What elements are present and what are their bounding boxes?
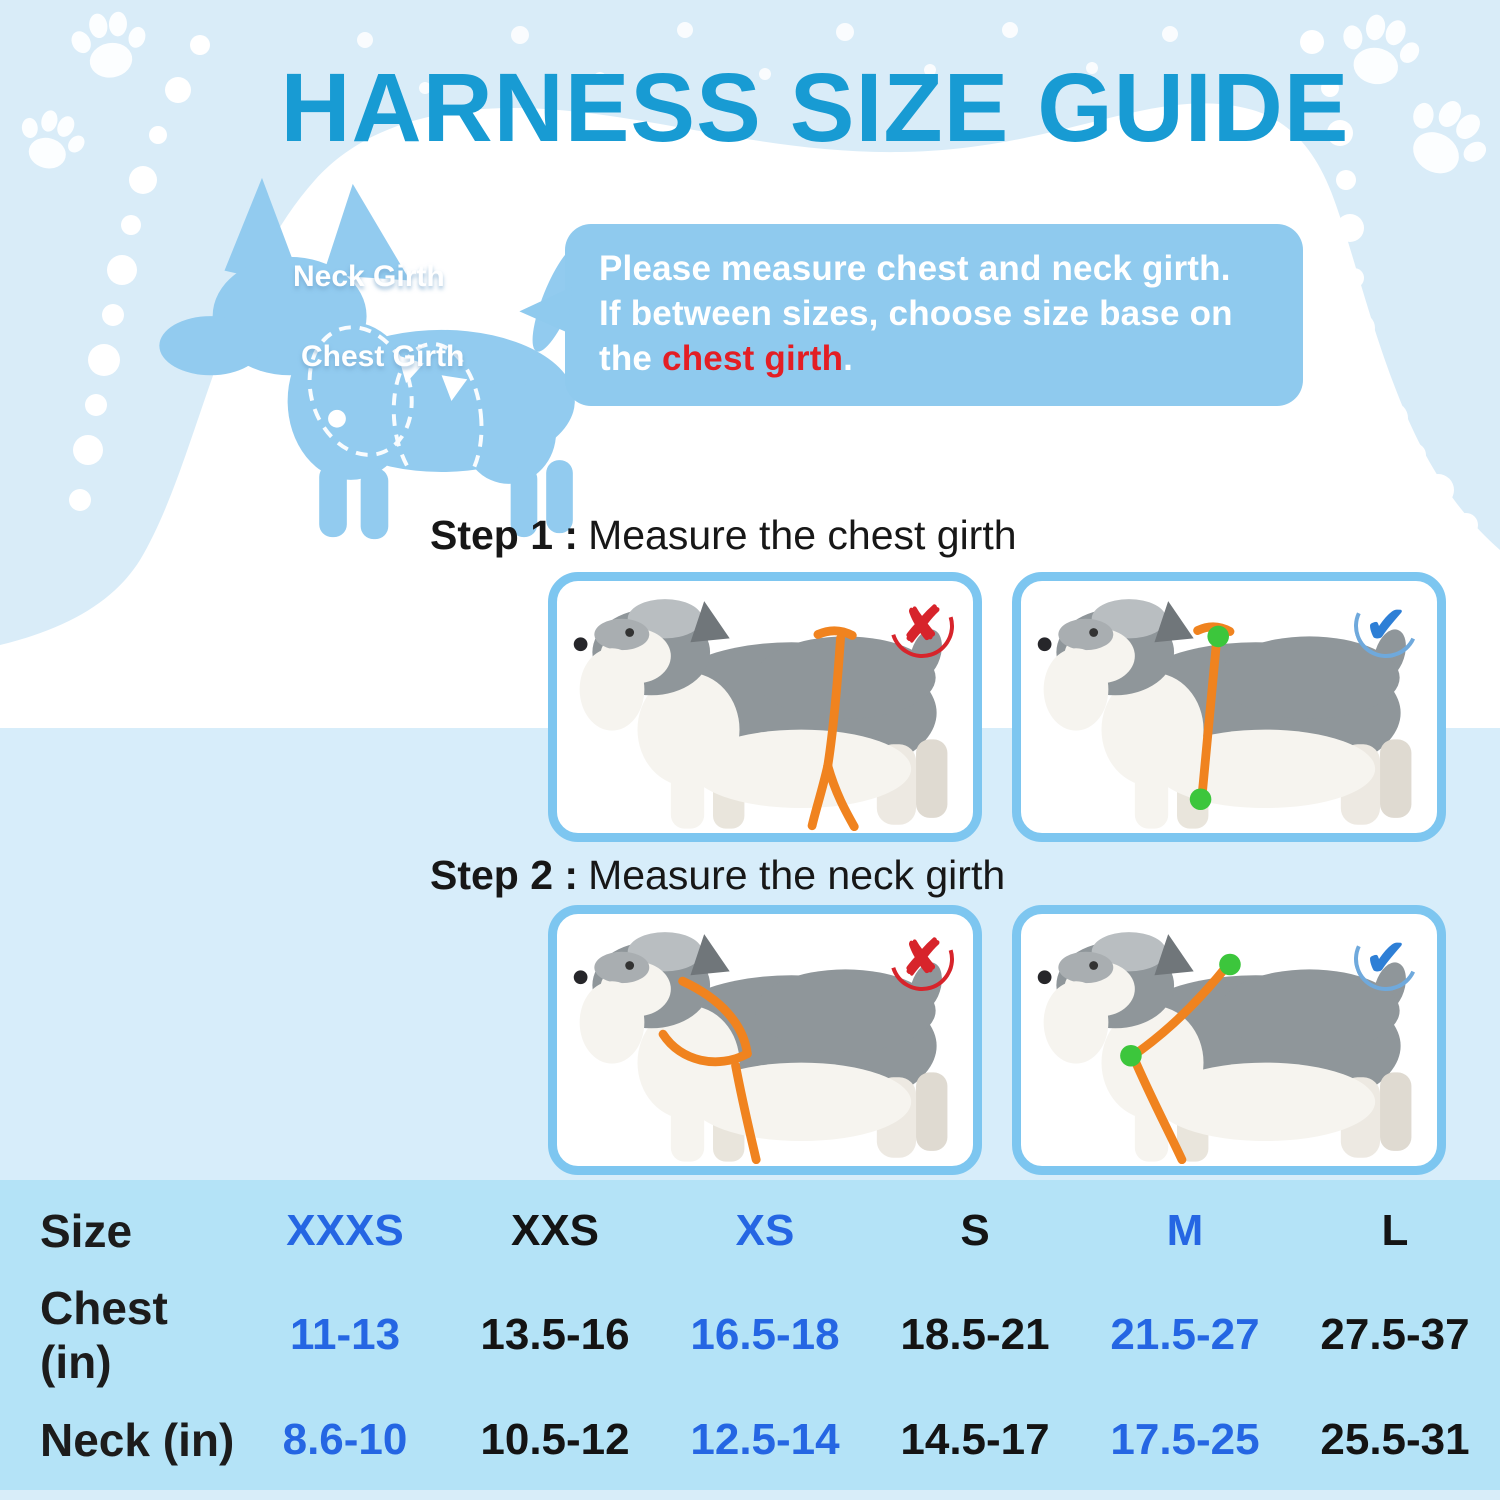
neck-value: 10.5-12 <box>480 1414 630 1464</box>
chest-value: 27.5-37 <box>1320 1310 1470 1359</box>
dog-illustration <box>1037 599 1412 829</box>
page-title: HARNESS SIZE GUIDE <box>280 53 1350 162</box>
dot-trail-left <box>69 35 210 511</box>
chest-value: 16.5-18 <box>690 1310 840 1359</box>
neck-value: 17.5-25 <box>1110 1414 1260 1464</box>
neck-value: 25.5-31 <box>1320 1414 1470 1464</box>
chest-value: 18.5-21 <box>900 1310 1050 1359</box>
card-chest-wrong: ✘ <box>548 572 982 842</box>
chest-value: 11-13 <box>289 1310 401 1359</box>
bubble-line-3: the chest girth. <box>599 339 854 378</box>
check-icon: ✔ <box>1353 926 1419 992</box>
chest-girth-highlight: chest girth <box>662 339 844 378</box>
wrong-icon: ✘ <box>889 593 955 659</box>
bubble-line-2: If between sizes, choose size base on <box>599 294 1233 333</box>
size-row-label: Size <box>40 1204 133 1257</box>
chest-row-label: Chest (in) <box>40 1282 168 1388</box>
step-2-label: Step 2 : <box>430 852 579 898</box>
step-2-text: Measure the neck girth <box>588 852 1006 898</box>
neck-value: 14.5-17 <box>900 1414 1050 1464</box>
band-dots <box>357 22 1178 94</box>
bubble-line-1: Please measure chest and neck girth. <box>599 249 1231 288</box>
speech-bubble-tail <box>517 281 573 333</box>
neck-girth-label: Neck Girth <box>293 260 445 293</box>
neck-value: 8.6-10 <box>282 1414 408 1464</box>
dog-illustration <box>573 932 948 1164</box>
step-1-text: Measure the chest girth <box>588 512 1017 558</box>
size-xxs: XXS <box>510 1205 600 1255</box>
chest-girth-label: Chest Girth <box>301 340 465 373</box>
step-2-heading: Step 2 : Measure the neck girth <box>430 852 1005 899</box>
measure-point-dots <box>1120 953 1241 1067</box>
card-chest-correct: ✔ <box>1012 572 1446 842</box>
card-neck-correct: ✔ <box>1012 905 1446 1175</box>
speech-bubble: Please measure chest and neck girth. If … <box>517 224 1303 406</box>
wrong-icon: ✘ <box>889 926 955 992</box>
size-m: M <box>1166 1205 1204 1255</box>
check-icon: ✔ <box>1353 593 1419 659</box>
size-xxxs: XXXS <box>286 1205 404 1255</box>
chest-value: 21.5-27 <box>1110 1310 1260 1359</box>
size-xs: XS <box>735 1205 795 1255</box>
measurement-diagram: Neck Girth Chest Girth <box>85 172 660 547</box>
dot-trail-right <box>1300 30 1478 537</box>
blue-corner-shape <box>0 0 1500 645</box>
chest-value: 13.5-16 <box>480 1310 630 1359</box>
harness-strap-wrong-position <box>658 976 761 1164</box>
size-l: L <box>1381 1205 1409 1255</box>
size-table: Size XXXS XXS XS S M L Chest (in) 11-13 … <box>0 1180 1500 1490</box>
size-s: S <box>960 1205 990 1255</box>
dog-illustration <box>573 599 948 831</box>
chihuahua-silhouette-icon <box>159 177 584 540</box>
measure-arrows <box>328 355 468 493</box>
neck-row-label: Neck (in) <box>40 1413 235 1466</box>
decorative-background <box>0 0 1500 645</box>
harness-strap-wrong-position <box>807 626 859 831</box>
dog-illustration <box>1037 932 1412 1164</box>
harness-strap-neck <box>1128 959 1234 1164</box>
measure-point-dots <box>1189 625 1229 811</box>
chest-girth-ellipse <box>391 342 484 496</box>
step-1-label: Step 1 : <box>430 512 579 558</box>
neck-value: 12.5-14 <box>690 1414 840 1464</box>
card-neck-wrong: ✘ <box>548 905 982 1175</box>
bottom-strip <box>0 1490 1500 1500</box>
step-1-heading: Step 1 : Measure the chest girth <box>430 512 1017 559</box>
